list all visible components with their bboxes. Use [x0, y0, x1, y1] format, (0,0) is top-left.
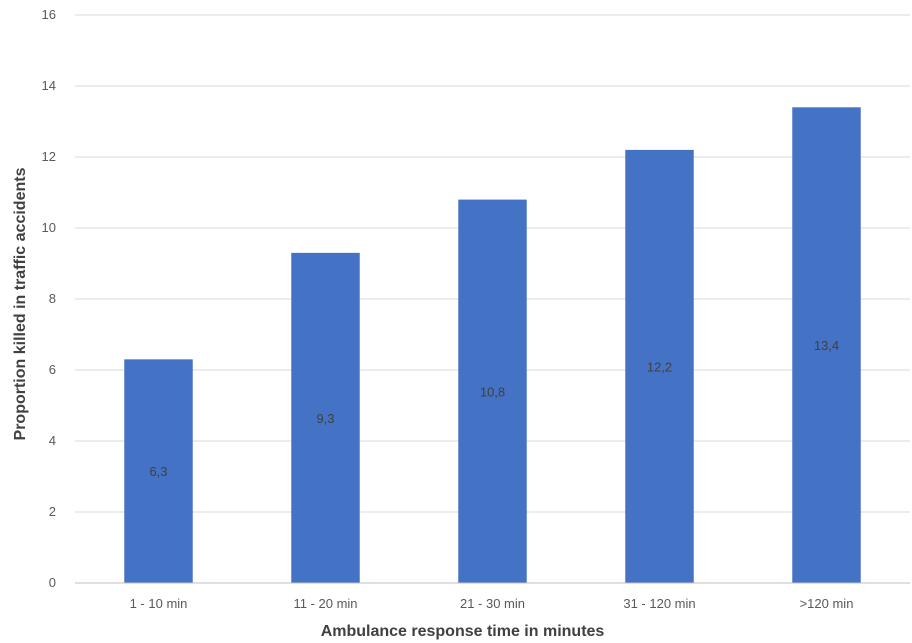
y-tick-label: 0 — [49, 575, 56, 590]
y-tick-label: 6 — [49, 362, 56, 377]
bar — [291, 252, 360, 583]
x-axis-ticks: 1 - 10 min 11 - 20 min 21 - 30 min 31 - 120… — [130, 596, 854, 611]
bar — [458, 199, 527, 583]
x-tick-label: 11 - 20 min — [293, 596, 357, 611]
x-tick-label: 1 - 10 min — [130, 596, 188, 611]
bar — [124, 359, 193, 583]
data-label: 13,4 — [814, 338, 839, 353]
data-label: 12,2 — [647, 359, 672, 374]
y-tick-label: 14 — [42, 78, 56, 93]
x-tick-label: 21 - 30 min — [460, 596, 525, 611]
data-label: 6,3 — [149, 464, 167, 479]
x-axis-title: Ambulance response time in minutes — [321, 623, 605, 640]
y-tick-label: 2 — [49, 504, 56, 519]
data-labels: 6,3 9,3 10,8 12,2 13,4 — [149, 338, 839, 479]
x-tick-label: 31 - 120 min — [623, 596, 695, 611]
y-axis-title: Proportion killed in traffic accidents — [12, 167, 29, 440]
y-tick-label: 16 — [42, 7, 56, 22]
data-label: 10,8 — [480, 384, 505, 399]
bars — [124, 107, 861, 584]
bar — [792, 107, 861, 584]
y-tick-label: 4 — [49, 433, 56, 448]
x-tick-label: >120 min — [800, 596, 854, 611]
data-label: 9,3 — [316, 411, 334, 426]
y-axis-ticks: 0 2 4 6 8 10 12 14 16 — [42, 7, 56, 590]
bar — [625, 149, 694, 583]
y-tick-label: 10 — [42, 220, 56, 235]
y-tick-label: 8 — [49, 291, 56, 306]
y-tick-label: 12 — [42, 149, 56, 164]
